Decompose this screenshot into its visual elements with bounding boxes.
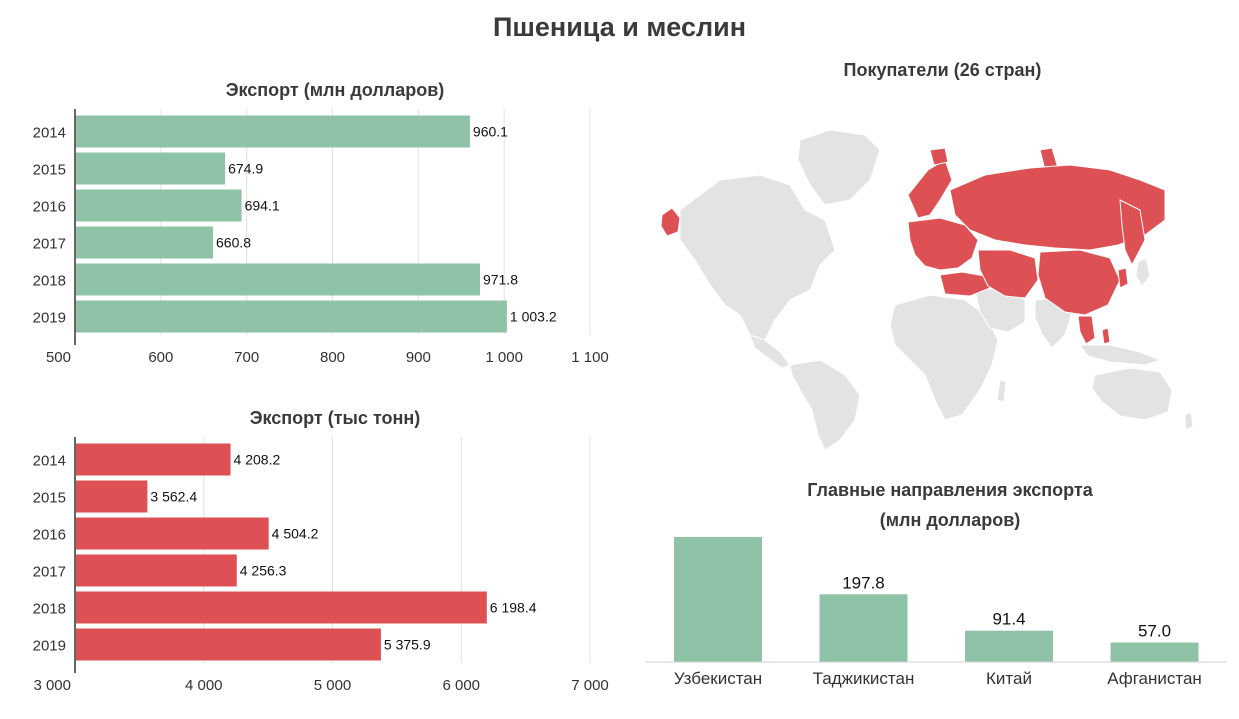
value-tick-label: 1 000	[485, 349, 523, 366]
volume-tick-label: 3 000	[33, 677, 71, 694]
destinations-subtitle: (млн долларов)	[879, 510, 1021, 530]
volume-bar	[76, 443, 231, 476]
map-region-new-zealand	[1184, 411, 1194, 431]
map-title: Покупатели (26 стран)	[843, 60, 1042, 80]
value-bar	[76, 263, 480, 296]
value-value-label: 694.1	[245, 198, 280, 214]
volume-category-label: 2016	[33, 527, 66, 544]
value-tick-label: 700	[234, 349, 259, 366]
value-value-label: 971.8	[483, 272, 518, 288]
map-buyer-uk	[660, 207, 681, 237]
volume-category-label: 2017	[33, 564, 66, 581]
volume-value-label: 4 208.2	[234, 452, 281, 468]
volume-category-label: 2015	[33, 490, 66, 507]
value-tick-label: 800	[320, 349, 345, 366]
map-buyer-turkey	[939, 271, 991, 297]
buyers-world-map	[640, 90, 1210, 451]
volume-bar	[76, 517, 269, 550]
map-buyer-scandinavia	[907, 159, 953, 219]
value-bar	[76, 300, 507, 333]
destinations-category-label: Афганистан	[1107, 669, 1202, 688]
destinations-category-label: Китай	[986, 669, 1032, 688]
value-category-label: 2019	[33, 310, 66, 327]
volume-category-label: 2018	[33, 601, 66, 618]
destinations-value-label: 57.0	[1138, 621, 1171, 640]
volume-bar	[76, 628, 381, 661]
destinations-chart: Узбекистан 197.8 Таджикистан 91.4 Китай 57.0 А…	[646, 537, 1226, 688]
export-volume-title: Экспорт (тыс тонн)	[249, 408, 421, 428]
value-value-label: 674.9	[228, 161, 263, 177]
value-tick-label: 500	[46, 349, 71, 366]
destinations-value-label: 91.4	[992, 610, 1025, 629]
destinations-value-label: 197.8	[842, 573, 885, 592]
volume-value-label: 3 562.4	[150, 489, 197, 505]
map-buyer-far-east	[1119, 199, 1146, 267]
volume-gridlines	[203, 437, 591, 663]
map-buyer-indochina	[1077, 315, 1096, 345]
value-category-label: 2015	[33, 162, 66, 179]
map-buyer-svalbard	[929, 147, 949, 166]
map-region-indonesia	[1079, 344, 1162, 366]
map-buyer-countries	[660, 147, 1166, 345]
destinations-category-label: Таджикистан	[813, 669, 915, 688]
map-region-africa	[889, 294, 999, 421]
value-bar	[76, 152, 226, 185]
destinations-category-label: Узбекистан	[674, 669, 762, 688]
value-bar	[76, 115, 470, 148]
map-region-madagascar	[996, 379, 1007, 403]
map-buyer-china	[1037, 249, 1121, 316]
volume-value-label: 6 198.4	[490, 600, 537, 616]
map-buyer-korea	[1117, 267, 1129, 289]
value-category-label: 2014	[33, 125, 66, 142]
value-category-label: 2016	[33, 199, 66, 216]
map-region-central-america	[749, 334, 791, 369]
page-title: Пшеница и меслин	[492, 12, 747, 42]
value-category-label: 2018	[33, 273, 66, 290]
volume-category-label: 2019	[33, 638, 66, 655]
volume-value-label: 4 256.3	[240, 563, 287, 579]
map-region-australia	[1091, 367, 1173, 421]
volume-bar	[76, 554, 237, 587]
volume-tick-label: 5 000	[314, 677, 352, 694]
map-buyer-philippines	[1101, 327, 1111, 345]
destinations-title: Главные направления экспорта	[807, 480, 1093, 500]
value-tick-label: 1 100	[571, 349, 609, 366]
value-category-label: 2017	[33, 236, 66, 253]
map-buyer-europe	[907, 217, 979, 271]
volume-bar	[76, 591, 487, 624]
value-bar	[76, 226, 214, 259]
volume-value-label: 4 504.2	[272, 526, 319, 542]
destinations-bar	[819, 594, 908, 662]
map-region-japan	[1135, 257, 1151, 287]
destinations-bar	[674, 537, 762, 662]
value-value-label: 660.8	[216, 235, 251, 251]
map-buyer-central-asia	[977, 249, 1039, 299]
destinations-bar	[1110, 642, 1199, 662]
volume-bar	[76, 480, 148, 513]
volume-category-label: 2014	[33, 453, 66, 470]
export-value-title: Экспорт (млн долларов)	[225, 80, 445, 100]
value-value-label: 1 003.2	[510, 309, 557, 325]
destinations-bar	[965, 630, 1053, 662]
map-buyer-russia	[949, 164, 1166, 251]
volume-value-label: 5 375.9	[384, 637, 431, 653]
value-tick-label: 900	[406, 349, 431, 366]
volume-tick-label: 6 000	[442, 677, 480, 694]
map-region-south-america	[789, 359, 861, 451]
map-region-north-america	[679, 174, 836, 341]
value-value-label: 960.1	[473, 124, 508, 140]
export-value-chart: 2014 960.1 2015 674.9 2016 694.1 2017 660.8 2018…	[33, 109, 609, 366]
volume-tick-label: 7 000	[571, 677, 609, 694]
volume-tick-label: 4 000	[185, 677, 223, 694]
value-bar	[76, 189, 242, 222]
map-other-countries	[679, 129, 1194, 451]
export-volume-chart: 2014 4 208.2 2015 3 562.4 2016 4 504.2 2017 4 2…	[33, 437, 609, 694]
map-region-greenland	[797, 129, 881, 206]
value-tick-label: 600	[148, 349, 173, 366]
